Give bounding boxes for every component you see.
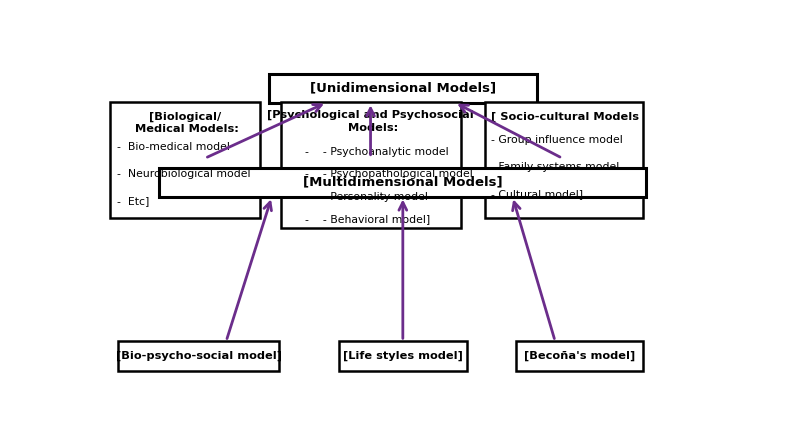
Text: - Group influence model: - Group influence model <box>491 135 623 145</box>
Text: [Biological/
 Medical Models:: [Biological/ Medical Models: <box>131 112 239 134</box>
Text: [Psychological and Psychosocial
 Models:: [Psychological and Psychosocial Models: <box>267 110 474 133</box>
Text: -  Neurobiological model: - Neurobiological model <box>116 169 250 179</box>
FancyBboxPatch shape <box>269 74 537 102</box>
Text: [Unidimensional Models]: [Unidimensional Models] <box>310 82 496 95</box>
Text: -    - Behavioral model]: - - Behavioral model] <box>305 215 431 225</box>
Text: - Family systems model: - Family systems model <box>491 162 619 172</box>
Text: -    - Personality model: - - Personality model <box>305 192 428 202</box>
Text: [Life styles model]: [Life styles model] <box>343 351 463 361</box>
Text: -  Etc]: - Etc] <box>116 196 149 206</box>
FancyBboxPatch shape <box>159 168 647 197</box>
FancyBboxPatch shape <box>339 341 467 371</box>
Text: -  Bio-medical model: - Bio-medical model <box>116 142 230 152</box>
FancyBboxPatch shape <box>110 102 259 218</box>
FancyBboxPatch shape <box>516 341 644 371</box>
Text: -    - Psychopathological model: - - Psychopathological model <box>305 169 473 179</box>
Text: [Becoña's model]: [Becoña's model] <box>523 351 635 361</box>
Text: -    - Psychoanalytic model: - - Psychoanalytic model <box>305 146 449 157</box>
Text: [ Socio-cultural Models: [ Socio-cultural Models <box>491 112 639 122</box>
Text: - Cultural model]: - Cultural model] <box>491 190 583 200</box>
Text: [Multidimensional Models]: [Multidimensional Models] <box>303 176 502 189</box>
FancyBboxPatch shape <box>485 102 644 218</box>
FancyBboxPatch shape <box>118 341 280 371</box>
Text: [Bio-psycho-social model]: [Bio-psycho-social model] <box>116 351 281 361</box>
FancyBboxPatch shape <box>281 102 461 228</box>
